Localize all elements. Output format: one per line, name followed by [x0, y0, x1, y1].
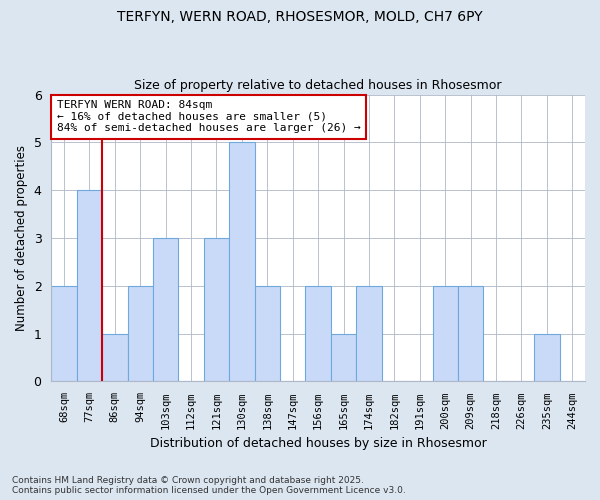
X-axis label: Distribution of detached houses by size in Rhosesmor: Distribution of detached houses by size … [150, 437, 487, 450]
Bar [153, 238, 178, 382]
Text: Contains HM Land Registry data © Crown copyright and database right 2025.
Contai: Contains HM Land Registry data © Crown c… [12, 476, 406, 495]
Bar [102, 334, 128, 382]
Bar [128, 286, 153, 382]
Bar [204, 238, 229, 382]
Text: TERFYN WERN ROAD: 84sqm
← 16% of detached houses are smaller (5)
84% of semi-det: TERFYN WERN ROAD: 84sqm ← 16% of detache… [56, 100, 361, 134]
Bar [229, 142, 254, 382]
Text: TERFYN, WERN ROAD, RHOSESMOR, MOLD, CH7 6PY: TERFYN, WERN ROAD, RHOSESMOR, MOLD, CH7 … [117, 10, 483, 24]
Title: Size of property relative to detached houses in Rhosesmor: Size of property relative to detached ho… [134, 79, 502, 92]
Bar [305, 286, 331, 382]
Bar [77, 190, 102, 382]
Y-axis label: Number of detached properties: Number of detached properties [15, 145, 28, 331]
Bar [356, 286, 382, 382]
Bar [458, 286, 484, 382]
Bar [433, 286, 458, 382]
Bar [51, 286, 77, 382]
Bar [254, 286, 280, 382]
Bar [534, 334, 560, 382]
Bar [331, 334, 356, 382]
